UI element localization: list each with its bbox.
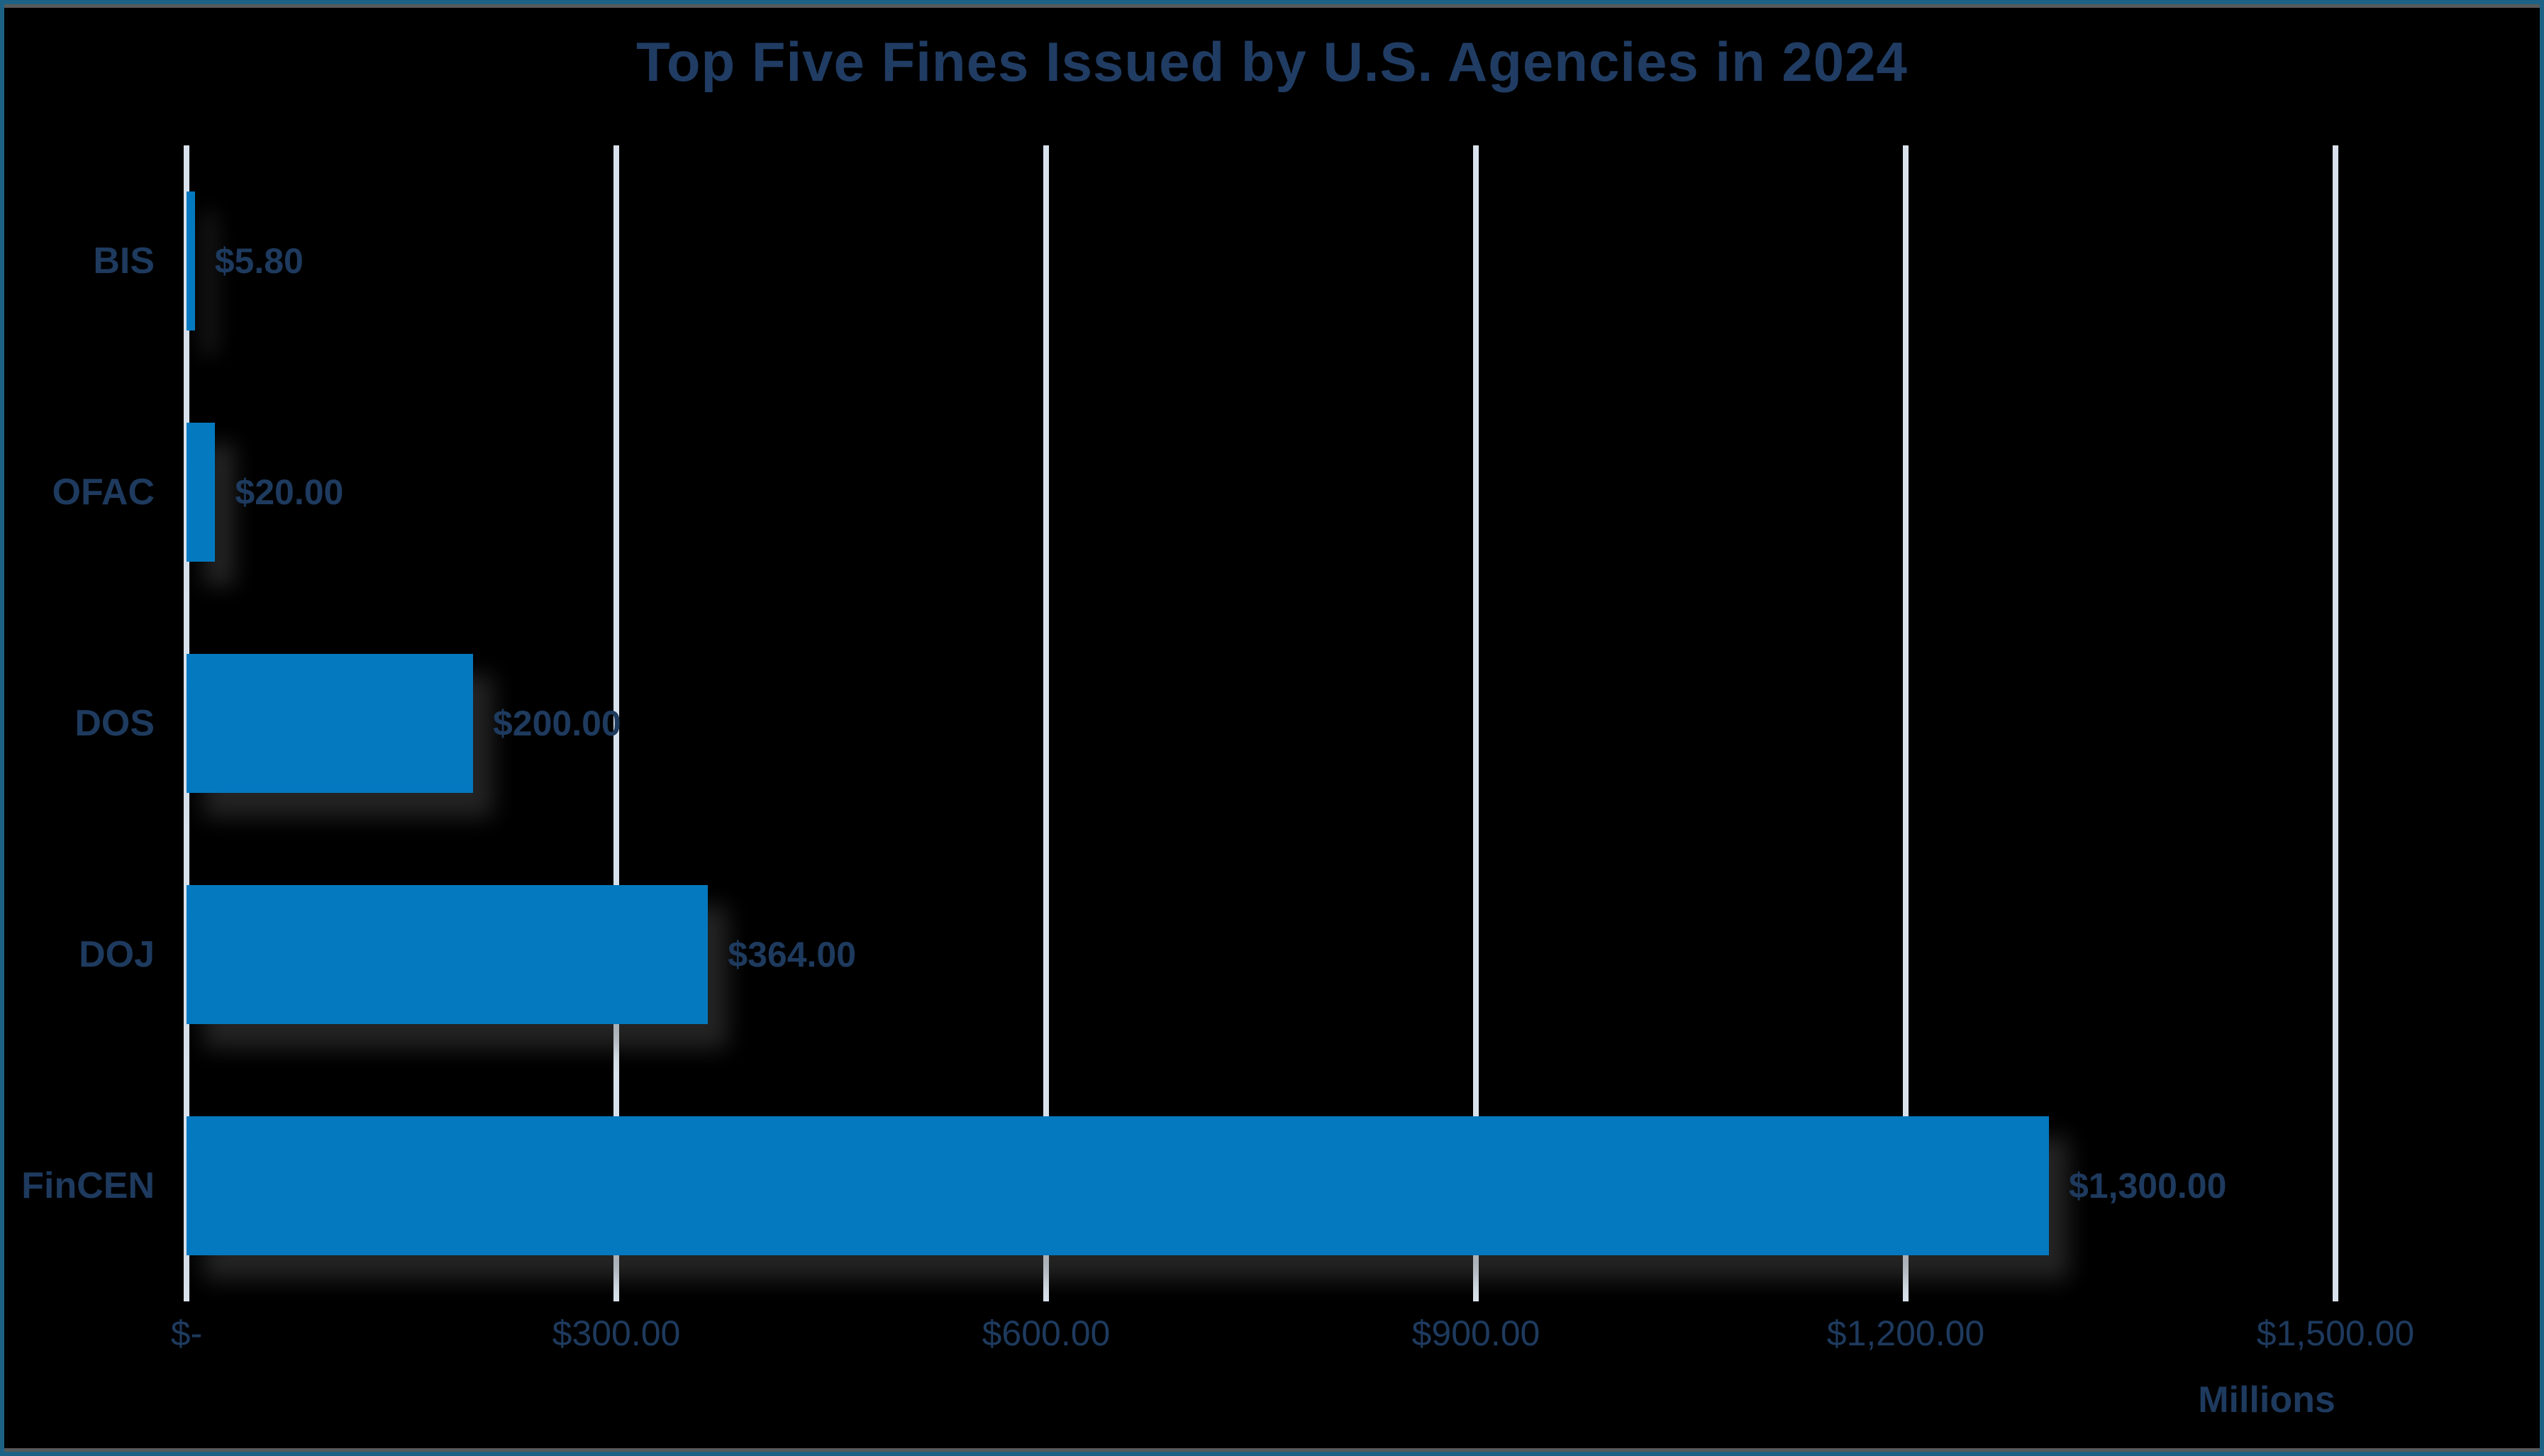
plot-area: $5.80 $20.00 $200.00 $364.00 $1,300.00 [184,145,2338,1301]
value-label-dos: $200.00 [492,704,621,743]
x-tick-label: $600.00 [982,1313,1111,1353]
value-label-doj: $364.00 [728,935,857,974]
chart-title: Top Five Fines Issued by U.S. Agencies i… [636,30,1908,93]
category-label-doj: DOJ [79,934,155,975]
frame-bottom-edge [4,1448,2540,1452]
category-label-fincen: FinCEN [21,1165,155,1206]
value-label-bis: $5.80 [214,241,304,281]
gridline [1043,145,1049,1301]
bar-ofac [187,423,216,562]
x-tick-label: $- [170,1313,203,1353]
gridline [613,145,619,1301]
category-axis: BIS OFAC DOS DOJ FinCEN [4,145,155,1301]
gridline [1473,145,1479,1301]
x-tick-label: $1,500.00 [2256,1313,2415,1353]
frame-top-edge [4,4,2540,8]
bar-bis [187,191,195,330]
gridline [1903,145,1909,1301]
bar-row: $5.80 [187,145,2335,377]
axis-unit-label: Millions [2198,1379,2335,1421]
category-label-bis: BIS [93,240,155,282]
category-label-dos: DOS [74,703,155,744]
bar-doj [187,885,709,1024]
bar-row: $364.00 [187,839,2335,1070]
bar-row: $200.00 [187,608,2335,839]
category-label-ofac: OFAC [52,472,155,513]
value-label-fincen: $1,300.00 [2068,1166,2227,1206]
bar-row: $1,300.00 [187,1070,2335,1301]
x-tick-label: $1,200.00 [1826,1313,1985,1353]
value-label-ofac: $20.00 [235,472,344,512]
bar-fincen [187,1116,2049,1255]
bar-dos [187,654,473,793]
x-tick-label: $900.00 [1411,1313,1540,1353]
bar-row: $20.00 [187,377,2335,608]
x-tick-label: $300.00 [552,1313,681,1353]
gridline [2333,145,2338,1301]
